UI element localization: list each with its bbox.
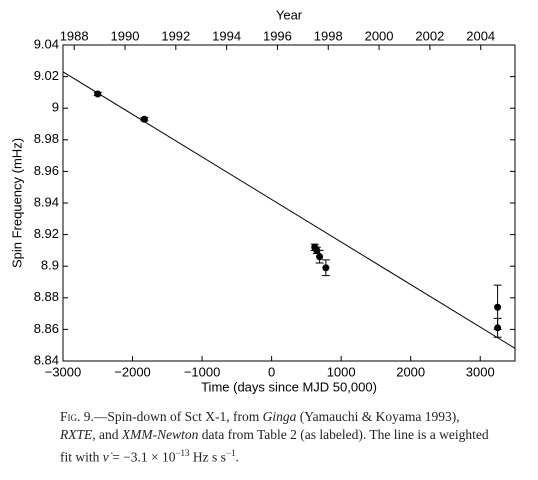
y-tick-label: 8.88 [34, 289, 59, 304]
caption-text: . [235, 449, 239, 465]
data-point [140, 115, 148, 123]
caption-text: —Spin-down of Sct X-1, from [93, 409, 263, 424]
y-tick-label: 9.02 [34, 68, 59, 83]
caption: Fig. 9.—Spin-down of Sct X-1, from Ginga… [60, 408, 489, 467]
y-tick-label: 8.86 [34, 321, 59, 336]
caption-text: XMM-Newton [121, 427, 199, 442]
caption-text: RXTE [60, 427, 93, 442]
x-tick-label: −1000 [184, 364, 221, 379]
caption-text: Ginga [262, 409, 297, 424]
fit-line [62, 71, 516, 349]
caption-text: Fig. 9. [60, 409, 94, 424]
y-tick-label: 8.94 [34, 194, 59, 209]
y-tick-label: 8.98 [34, 131, 59, 146]
y-tick-label: 8.84 [34, 352, 59, 367]
caption-text: data from Table 2 (as labeled). The line… [198, 427, 489, 442]
data-point [494, 324, 502, 332]
x-tick-label: −3000 [45, 364, 82, 379]
x-tick-label: 0 [268, 364, 275, 379]
x-tick-label: −2000 [114, 364, 151, 379]
x-axis-label: Time (days since MJD 50,000) [201, 379, 377, 394]
caption-text: ν̇ [102, 449, 109, 465]
caption-text: fit with [60, 449, 103, 465]
caption-text: (Yamauchi & Koyama 1993), [296, 409, 460, 424]
data-point [94, 90, 102, 98]
data-point [322, 264, 330, 272]
x2-tick-label: 2002 [415, 28, 444, 43]
x2-axis-label: Year [276, 7, 303, 22]
plot-frame [62, 44, 516, 362]
x2-tick-label: 2000 [365, 28, 394, 43]
x2-tick-label: 1990 [111, 28, 140, 43]
caption-text: , and [92, 427, 122, 442]
caption-text: Hz s s [189, 449, 226, 465]
y-tick-label: 9.04 [34, 36, 59, 51]
x2-tick-label: 1988 [60, 28, 89, 43]
x-tick-label: 3000 [466, 364, 495, 379]
y-tick-label: 8.9 [41, 258, 59, 273]
y-tick-label: 8.92 [34, 226, 59, 241]
chart: Year Time (days since MJD 50,000) Spin F… [9, 7, 516, 394]
x-tick-label: 1000 [327, 364, 356, 379]
x2-tick-label: 1996 [263, 28, 292, 43]
x2-tick-label: 1994 [212, 28, 241, 43]
x-tick-label: 2000 [396, 364, 425, 379]
caption-line: fit with ν̇ = −3.1 × 10−13 Hz s s−1. [60, 444, 489, 467]
caption-text: −1 [225, 448, 236, 458]
caption-text: −13 [175, 448, 190, 458]
x2-tick-label: 2004 [466, 28, 495, 43]
caption-line: RXTE, and XMM-Newton data from Table 2 (… [60, 426, 489, 444]
caption-text: = −3.1 × 10 [108, 449, 176, 465]
x2-tick-label: 1998 [314, 28, 343, 43]
y-tick-label: 9 [52, 100, 59, 115]
x2-tick-label: 1992 [161, 28, 190, 43]
data-point [494, 303, 502, 311]
caption-line: Fig. 9.—Spin-down of Sct X-1, from Ginga… [60, 408, 489, 426]
y-axis-label: Spin Frequency (mHz) [9, 138, 24, 268]
y-tick-label: 8.96 [34, 163, 59, 178]
data-point [316, 253, 324, 261]
